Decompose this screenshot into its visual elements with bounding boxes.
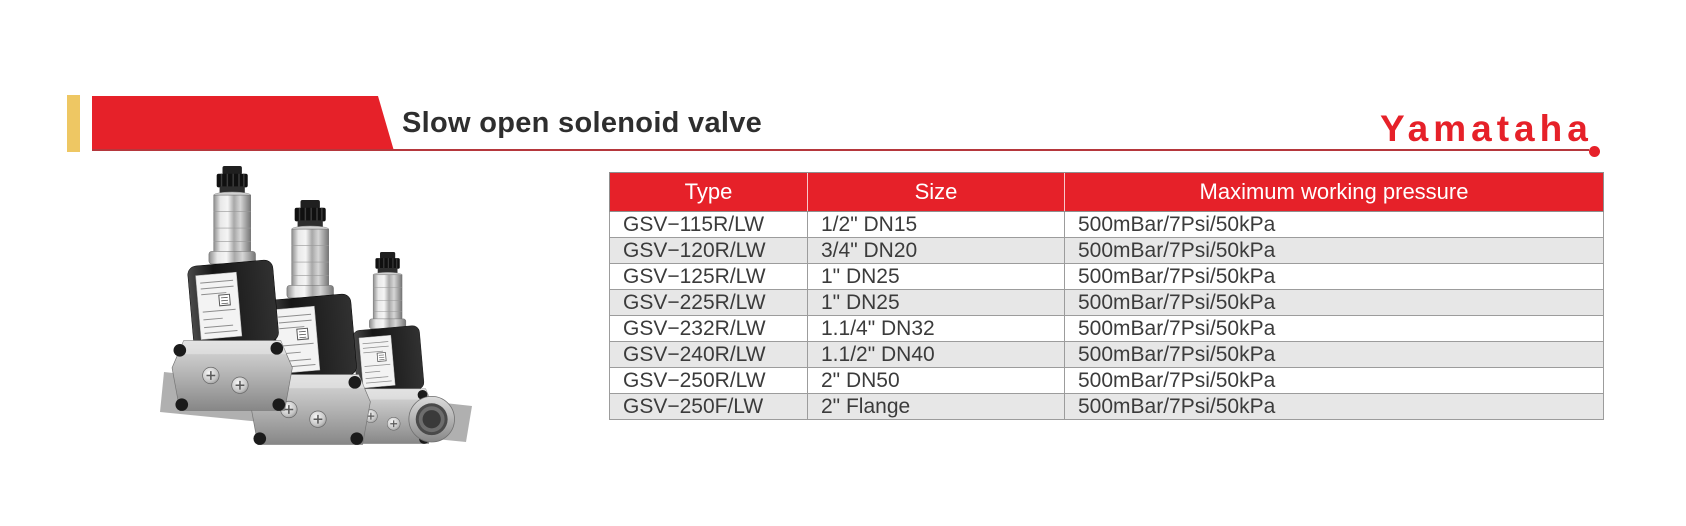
cell-pressure: 500mBar/7Psi/50kPa	[1064, 211, 1604, 238]
spec-table: Type Size Maximum working pressure GSV−1…	[609, 172, 1604, 420]
table-row: GSV−125R/LW 1" DN25 500mBar/7Psi/50kPa	[609, 263, 1604, 290]
table-row: GSV−240R/LW 1.1/2" DN40 500mBar/7Psi/50k…	[609, 341, 1604, 368]
table-row: GSV−250R/LW 2" DN50 500mBar/7Psi/50kPa	[609, 367, 1604, 394]
cell-pressure: 500mBar/7Psi/50kPa	[1064, 393, 1604, 420]
cell-type: GSV−120R/LW	[609, 237, 808, 264]
table-row: GSV−120R/LW 3/4" DN20 500mBar/7Psi/50kPa	[609, 237, 1604, 264]
col-header-size: Size	[807, 172, 1065, 212]
cell-type: GSV−250F/LW	[609, 393, 808, 420]
title-banner	[92, 96, 394, 151]
product-photo-solenoid-valves	[160, 166, 472, 446]
cell-type: GSV−250R/LW	[609, 367, 808, 394]
cell-size: 1" DN25	[807, 263, 1065, 290]
cell-type: GSV−232R/LW	[609, 315, 808, 342]
page-title: Slow open solenoid valve	[402, 107, 763, 139]
table-row: GSV−250F/LW 2" Flange 500mBar/7Psi/50kPa	[609, 393, 1604, 420]
cell-type: GSV−115R/LW	[609, 211, 808, 238]
cell-size: 2" Flange	[807, 393, 1065, 420]
table-row: GSV−232R/LW 1.1/4" DN32 500mBar/7Psi/50k…	[609, 315, 1604, 342]
cell-size: 1/2" DN15	[807, 211, 1065, 238]
cell-pressure: 500mBar/7Psi/50kPa	[1064, 289, 1604, 316]
cell-type: GSV−225R/LW	[609, 289, 808, 316]
cell-pressure: 500mBar/7Psi/50kPa	[1064, 263, 1604, 290]
table-row: GSV−225R/LW 1" DN25 500mBar/7Psi/50kPa	[609, 289, 1604, 316]
cell-pressure: 500mBar/7Psi/50kPa	[1064, 237, 1604, 264]
brand-logo: Yamataha	[1380, 108, 1593, 149]
cell-pressure: 500mBar/7Psi/50kPa	[1064, 341, 1604, 368]
cell-size: 1.1/2" DN40	[807, 341, 1065, 368]
cell-size: 2" DN50	[807, 367, 1065, 394]
valve-left	[171, 166, 294, 412]
header-rule-line	[92, 149, 1589, 151]
cell-size: 3/4" DN20	[807, 237, 1065, 264]
cell-pressure: 500mBar/7Psi/50kPa	[1064, 315, 1604, 342]
valve-right	[339, 251, 455, 445]
table-header-row: Type Size Maximum working pressure	[609, 172, 1604, 212]
cell-size: 1.1/4" DN32	[807, 315, 1065, 342]
cell-pressure: 500mBar/7Psi/50kPa	[1064, 367, 1604, 394]
cell-type: GSV−125R/LW	[609, 263, 808, 290]
col-header-type: Type	[609, 172, 808, 212]
brand-logo-dot	[1589, 146, 1600, 157]
table-row: GSV−115R/LW 1/2" DN15 500mBar/7Psi/50kPa	[609, 211, 1604, 238]
cell-size: 1" DN25	[807, 289, 1065, 316]
cell-type: GSV−240R/LW	[609, 341, 808, 368]
col-header-pressure: Maximum working pressure	[1064, 172, 1604, 212]
accent-bar-yellow	[67, 95, 80, 152]
